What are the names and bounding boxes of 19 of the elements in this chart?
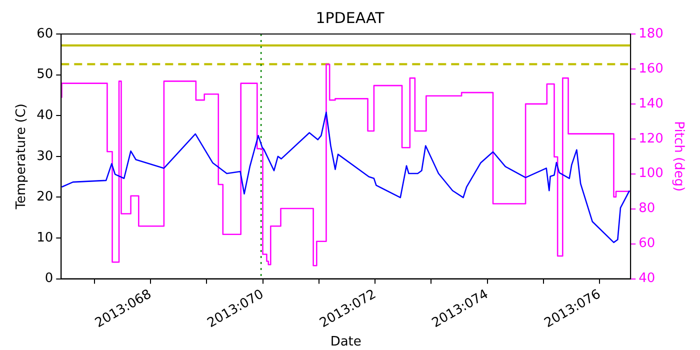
y2-tick-label: 120 xyxy=(638,131,664,146)
y-tick-label: 0 xyxy=(44,271,54,286)
y2-tick-label: 160 xyxy=(638,61,664,76)
x-axis-title: Date xyxy=(330,334,362,350)
y2-tick-label: 60 xyxy=(638,236,656,252)
y-tick-label: 20 xyxy=(36,190,54,205)
y2-tick-label: 180 xyxy=(638,26,664,42)
y-tick-label: 40 xyxy=(36,108,54,123)
y-tick-label: 30 xyxy=(36,148,54,164)
y-axis-title: Temperature (C) xyxy=(14,104,30,210)
y-tick-label: 10 xyxy=(36,230,54,246)
y2-tick-label: 140 xyxy=(638,96,664,112)
chart-title: 1PDEAAT xyxy=(316,8,386,27)
y-tick-label: 60 xyxy=(36,26,54,42)
y-tick-label: 50 xyxy=(36,67,54,82)
y2-tick-label: 80 xyxy=(638,201,656,216)
y2-tick-label: 40 xyxy=(638,271,656,286)
y2-axis-title: Pitch (deg) xyxy=(670,121,686,192)
y2-tick-label: 100 xyxy=(638,166,664,182)
